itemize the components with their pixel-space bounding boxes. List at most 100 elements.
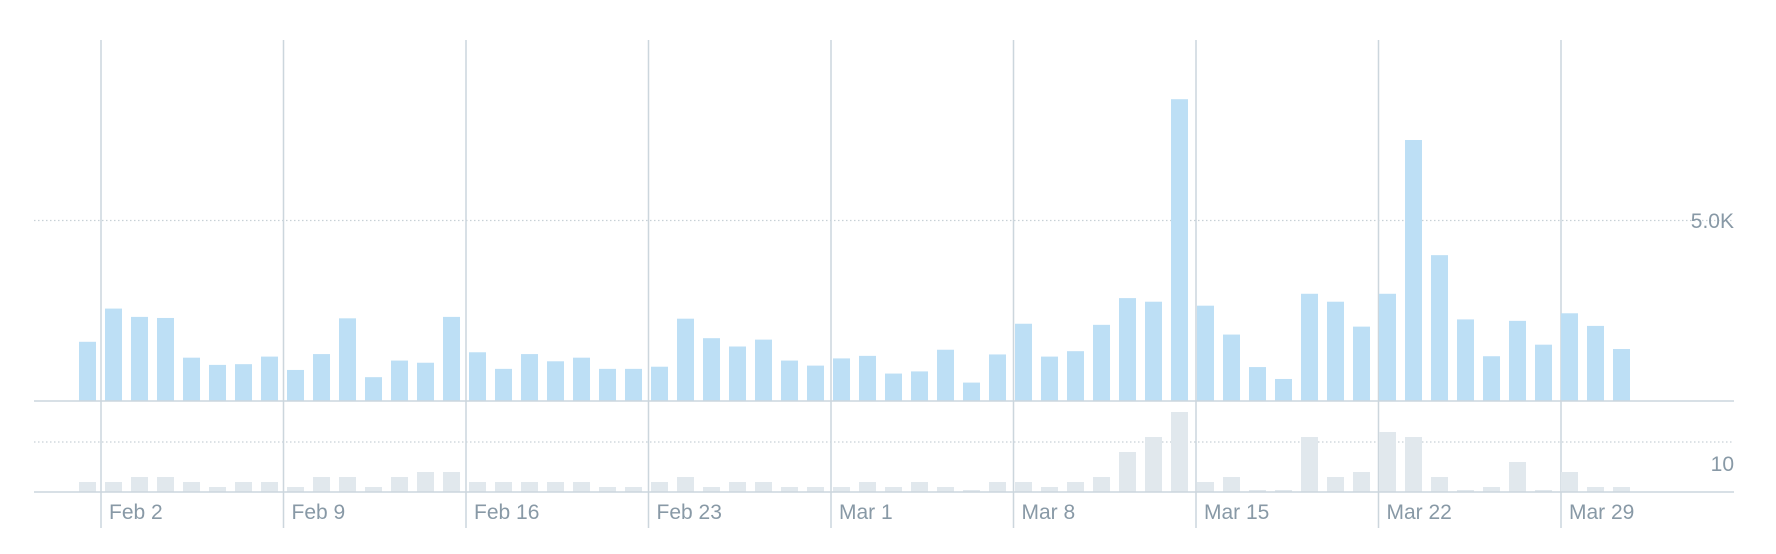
- top-bar: [1223, 334, 1240, 401]
- x-tick-label: Mar 29: [1569, 501, 1634, 524]
- top-bar: [1535, 344, 1552, 401]
- top-bar: [443, 316, 460, 401]
- top-bar: [963, 382, 980, 401]
- bottom-bar: [1015, 482, 1032, 492]
- bottom-bar: [287, 487, 304, 492]
- bottom-bar: [1353, 472, 1370, 492]
- bottom-bar: [209, 487, 226, 492]
- bottom-bar: [105, 482, 122, 492]
- bottom-bar: [1171, 412, 1188, 492]
- top-bar: [911, 371, 928, 401]
- top-bar: [1327, 301, 1344, 401]
- baselines: [34, 400, 1734, 493]
- top-bar: [1405, 139, 1422, 401]
- top-bar: [1561, 313, 1578, 401]
- top-bar: [1171, 99, 1188, 401]
- top-bar: [495, 368, 512, 401]
- top-bar: [417, 362, 434, 401]
- bottom-bar: [131, 477, 148, 492]
- bottom-bar: [261, 482, 278, 492]
- bottom-bar: [365, 487, 382, 492]
- top-bar: [625, 368, 642, 401]
- top-bar: [651, 366, 668, 401]
- bottom-bar: [1067, 482, 1084, 492]
- top-bar: [1613, 349, 1630, 401]
- bottom-bar: [1379, 432, 1396, 492]
- top-bar: [1431, 255, 1448, 401]
- bottom-bar: [885, 487, 902, 492]
- bottom-bar: [833, 487, 850, 492]
- bottom-bar: [521, 482, 538, 492]
- top-bar: [1353, 326, 1370, 401]
- bottom-bar: [339, 477, 356, 492]
- bottom-bar: [1197, 482, 1214, 492]
- top-bar: [573, 357, 590, 401]
- top-bar: [937, 349, 954, 401]
- top-bar: [1067, 351, 1084, 401]
- bottom-bar: [859, 482, 876, 492]
- top-bar: [261, 356, 278, 401]
- bottom-bar: [1561, 472, 1578, 492]
- top-bar: [755, 339, 772, 401]
- top-bar: [885, 373, 902, 401]
- top-bar: [105, 308, 122, 401]
- x-tick-label: Feb 16: [474, 501, 539, 524]
- top-bar: [1145, 301, 1162, 401]
- top-bar: [79, 341, 96, 401]
- bottom-bar: [1093, 477, 1110, 492]
- bottom-bar: [1041, 487, 1058, 492]
- bottom-bar: [1275, 490, 1292, 492]
- bottom-bar: [989, 482, 1006, 492]
- bottom-bar: [1145, 437, 1162, 492]
- top-bar: [1119, 298, 1136, 401]
- top-bar: [599, 368, 616, 401]
- bottom-bar: [651, 482, 668, 492]
- bottom-bar: [1249, 490, 1266, 492]
- x-tick-label: Feb 2: [109, 501, 163, 524]
- x-tick-label: Feb 9: [292, 501, 346, 524]
- week-separator-lines: [100, 40, 1562, 528]
- y-axis-label-top: 5.0K: [1691, 210, 1734, 233]
- bottom-bar: [625, 487, 642, 492]
- bottom-bar: [781, 487, 798, 492]
- x-tick-label: Mar 1: [839, 501, 893, 524]
- x-tick-label: Feb 23: [657, 501, 722, 524]
- x-tick-label: Mar 8: [1022, 501, 1076, 524]
- bottom-bar: [573, 482, 590, 492]
- bottom-bar: [79, 482, 96, 492]
- bottom-bar: [495, 482, 512, 492]
- bottom-bar: [1327, 477, 1344, 492]
- bottom-bar: [1457, 490, 1474, 492]
- top-bar: [677, 318, 694, 401]
- x-tick-label: Mar 22: [1387, 501, 1452, 524]
- bottom-bar: [703, 487, 720, 492]
- top-bar: [183, 357, 200, 401]
- top-bar: [469, 352, 486, 401]
- bottom-bar: [391, 477, 408, 492]
- top-bar: [729, 346, 746, 401]
- bottom-bar: [1431, 477, 1448, 492]
- top-bar: [287, 369, 304, 401]
- top-bar: [1197, 305, 1214, 401]
- bottom-bar: [235, 482, 252, 492]
- top-bar: [1587, 325, 1604, 401]
- bottom-bar-series: [79, 412, 1630, 492]
- top-bar: [1483, 356, 1500, 401]
- top-bar: [1457, 319, 1474, 401]
- bottom-bar: [183, 482, 200, 492]
- bottom-bar: [1301, 437, 1318, 492]
- bottom-bar: [963, 490, 980, 492]
- top-bar-series: [79, 99, 1630, 401]
- bottom-bar: [443, 472, 460, 492]
- y-axis-label-bottom: 10: [1711, 453, 1734, 476]
- bottom-bar: [1587, 487, 1604, 492]
- bottom-bar: [417, 472, 434, 492]
- x-tick-label: Mar 15: [1204, 501, 1269, 524]
- bottom-bar: [1535, 490, 1552, 492]
- top-bar: [365, 377, 382, 401]
- bottom-bar: [1509, 462, 1526, 492]
- bottom-bar: [807, 487, 824, 492]
- top-bar: [703, 338, 720, 401]
- bottom-bar: [313, 477, 330, 492]
- bottom-bar: [1483, 487, 1500, 492]
